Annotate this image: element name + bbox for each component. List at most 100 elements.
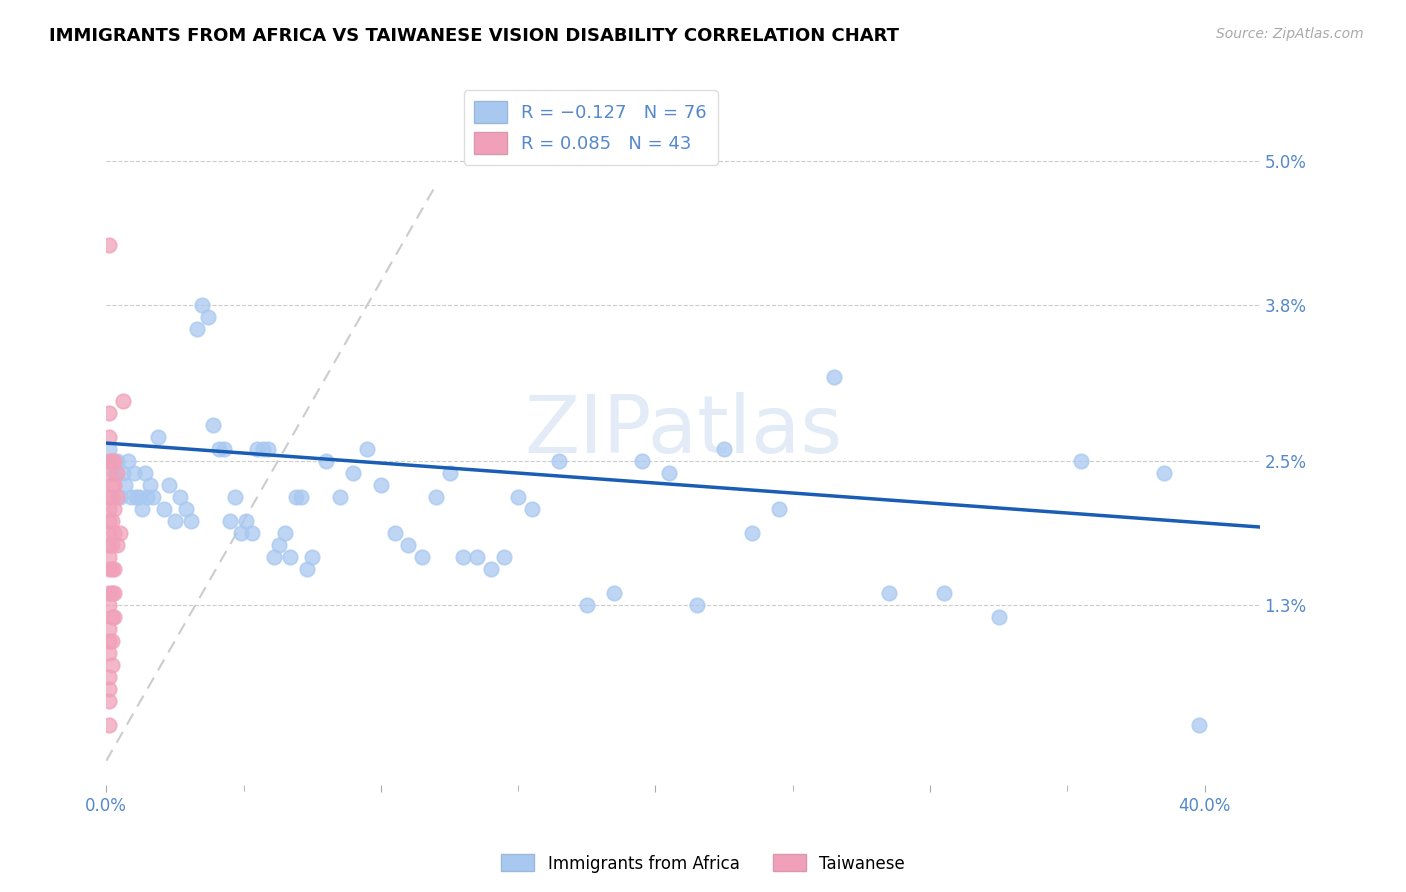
- Point: [103, 466, 125, 480]
- Point: [111, 466, 134, 480]
- Point: [191, 298, 214, 312]
- Point: [103, 586, 125, 600]
- Point: [98, 549, 121, 564]
- Point: [342, 466, 364, 480]
- Point: [396, 538, 419, 552]
- Point: [174, 502, 197, 516]
- Point: [295, 562, 318, 576]
- Point: [98, 598, 121, 612]
- Point: [315, 454, 337, 468]
- Point: [479, 562, 502, 576]
- Point: [214, 442, 236, 456]
- Point: [494, 549, 516, 564]
- Point: [197, 310, 219, 325]
- Point: [131, 502, 153, 516]
- Point: [100, 514, 122, 528]
- Point: [100, 478, 122, 492]
- Point: [100, 454, 122, 468]
- Point: [987, 610, 1010, 624]
- Point: [98, 694, 121, 708]
- Point: [98, 538, 121, 552]
- Text: ZIPatlas: ZIPatlas: [524, 392, 842, 470]
- Point: [157, 478, 180, 492]
- Point: [98, 514, 121, 528]
- Point: [180, 514, 202, 528]
- Point: [284, 490, 307, 504]
- Point: [356, 442, 378, 456]
- Point: [218, 514, 240, 528]
- Point: [103, 502, 125, 516]
- Point: [103, 454, 125, 468]
- Point: [100, 490, 122, 504]
- Point: [105, 466, 128, 480]
- Point: [148, 430, 170, 444]
- Point: [301, 549, 323, 564]
- Point: [548, 454, 571, 468]
- Point: [741, 526, 763, 541]
- Point: [114, 478, 136, 492]
- Legend: R = −0.127   N = 76, R = 0.085   N = 43: R = −0.127 N = 76, R = 0.085 N = 43: [464, 90, 718, 165]
- Point: [252, 442, 274, 456]
- Point: [246, 442, 269, 456]
- Point: [603, 586, 626, 600]
- Point: [98, 442, 121, 456]
- Point: [98, 681, 121, 696]
- Point: [120, 490, 142, 504]
- Point: [100, 633, 122, 648]
- Point: [98, 586, 121, 600]
- Point: [877, 586, 900, 600]
- Point: [105, 490, 128, 504]
- Point: [163, 514, 186, 528]
- Point: [1070, 454, 1092, 468]
- Point: [98, 718, 121, 732]
- Point: [98, 406, 121, 420]
- Point: [411, 549, 433, 564]
- Point: [278, 549, 301, 564]
- Point: [98, 238, 121, 252]
- Point: [575, 598, 598, 612]
- Point: [103, 610, 125, 624]
- Point: [508, 490, 530, 504]
- Point: [98, 490, 121, 504]
- Point: [713, 442, 735, 456]
- Point: [100, 538, 122, 552]
- Point: [686, 598, 709, 612]
- Point: [139, 478, 162, 492]
- Point: [98, 430, 121, 444]
- Point: [103, 526, 125, 541]
- Point: [235, 514, 257, 528]
- Point: [98, 526, 121, 541]
- Point: [105, 454, 128, 468]
- Point: [229, 526, 252, 541]
- Point: [100, 657, 122, 672]
- Point: [384, 526, 406, 541]
- Point: [274, 526, 297, 541]
- Point: [122, 466, 145, 480]
- Text: IMMIGRANTS FROM AFRICA VS TAIWANESE VISION DISABILITY CORRELATION CHART: IMMIGRANTS FROM AFRICA VS TAIWANESE VISI…: [49, 27, 900, 45]
- Point: [169, 490, 191, 504]
- Point: [658, 466, 681, 480]
- Point: [117, 454, 139, 468]
- Point: [153, 502, 176, 516]
- Point: [465, 549, 488, 564]
- Point: [269, 538, 291, 552]
- Point: [108, 490, 131, 504]
- Point: [108, 526, 131, 541]
- Point: [111, 394, 134, 409]
- Point: [134, 466, 156, 480]
- Point: [105, 538, 128, 552]
- Point: [98, 622, 121, 636]
- Point: [98, 502, 121, 516]
- Point: [100, 562, 122, 576]
- Point: [224, 490, 246, 504]
- Point: [1188, 718, 1211, 732]
- Point: [768, 502, 790, 516]
- Point: [290, 490, 312, 504]
- Point: [98, 646, 121, 660]
- Point: [208, 442, 231, 456]
- Point: [98, 670, 121, 684]
- Legend: Immigrants from Africa, Taiwanese: Immigrants from Africa, Taiwanese: [494, 847, 912, 880]
- Point: [370, 478, 392, 492]
- Point: [103, 562, 125, 576]
- Point: [439, 466, 461, 480]
